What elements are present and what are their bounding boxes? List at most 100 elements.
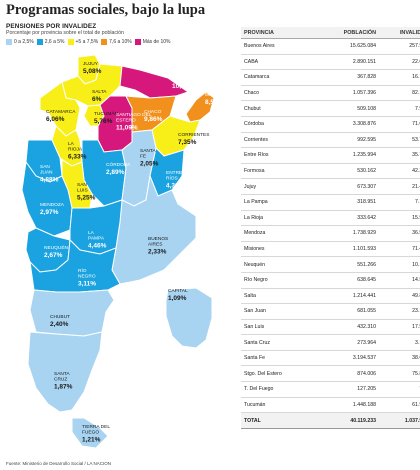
province-label: SANTA bbox=[140, 148, 156, 154]
cell-poblacion: 530.162 bbox=[321, 163, 379, 180]
province-shape bbox=[165, 287, 213, 349]
province-value-label: 3,11% bbox=[78, 281, 96, 288]
column-header-invalidez: INVALIDEZ bbox=[379, 27, 420, 39]
province-value-label: 6,33% bbox=[68, 154, 87, 161]
table-header-row: PROVINCIA POBLACIÓN INVALIDEZ bbox=[241, 27, 420, 39]
province-value-label: 5,08% bbox=[83, 68, 102, 75]
cell-invalidez: 61.907 bbox=[379, 397, 420, 414]
cell-provincia: La Rioja bbox=[241, 210, 321, 227]
province-label: CÓRDOBA bbox=[106, 161, 131, 168]
cell-provincia: Córdoba bbox=[241, 116, 321, 133]
province-label: CHACO bbox=[144, 109, 162, 115]
cell-provincia: Santa Fe bbox=[241, 350, 321, 367]
province-value-label: 11,09% bbox=[116, 125, 138, 132]
province-label: SAN bbox=[40, 164, 50, 170]
province-label: FORMOSA bbox=[172, 76, 197, 82]
map-subtitle: Porcentaje por provincia sobre el total … bbox=[6, 30, 124, 36]
cell-invalidez: 7.175 bbox=[379, 194, 420, 211]
cell-poblacion: 1.235.994 bbox=[321, 147, 379, 164]
cell-invalidez: 36.599 bbox=[379, 225, 420, 242]
cell-provincia: Santa Cruz bbox=[241, 334, 321, 351]
cell-provincia: Corrientes bbox=[241, 132, 321, 149]
column-header-poblacion: POBLACIÓN bbox=[321, 27, 379, 39]
map-title: PENSIONES POR INVALIDEZ bbox=[6, 23, 97, 30]
province-value-label: 2,40% bbox=[50, 321, 69, 328]
cell-provincia: Mendoza bbox=[241, 225, 321, 242]
legend-label: Más de 10% bbox=[142, 39, 171, 45]
cell-provincia: Tucumán bbox=[241, 397, 321, 414]
province-label: LA bbox=[68, 141, 75, 147]
cell-poblacion: 1.738.929 bbox=[321, 225, 379, 242]
table-body: Buenos Aires15.625.084257.963CABA2.890.1… bbox=[241, 38, 420, 429]
legend-label: 2,6 a 5% bbox=[44, 39, 65, 45]
cell-invalidez: 22.677 bbox=[379, 54, 420, 71]
cell-invalidez: 82.198 bbox=[379, 85, 420, 102]
cell-invalidez: 16.109 bbox=[379, 69, 420, 86]
province-label: RÍO bbox=[78, 267, 87, 274]
cell-invalidez: 727 bbox=[379, 381, 420, 398]
cell-poblacion: 681.055 bbox=[321, 303, 379, 320]
province-label: JUJUY bbox=[83, 61, 99, 67]
map-legend: 0 a 2,5% 2,6 a 5% +5 a 7,5% 7,6 a 10% Más de… bbox=[6, 39, 170, 45]
province-label: LUIS bbox=[77, 188, 88, 194]
cell-invalidez: 14.595 bbox=[379, 272, 420, 289]
province-value-label: 2,97% bbox=[40, 209, 59, 216]
province-label: AIRES bbox=[148, 242, 162, 248]
province-label: SALTA bbox=[92, 89, 107, 95]
province-label: CRUZ bbox=[54, 377, 67, 383]
province-value-label: 4,46% bbox=[88, 243, 107, 250]
cell-provincia: San Luis bbox=[241, 319, 321, 336]
province-value-label: 2,67% bbox=[44, 252, 63, 259]
cell-provincia: Formosa bbox=[241, 163, 321, 180]
cell-provincia: La Pampa bbox=[241, 194, 321, 211]
cell-provincia: Entre Ríos bbox=[241, 147, 321, 164]
legend-label: +5 a 7,5% bbox=[75, 39, 99, 45]
cell-provincia: Río Negro bbox=[241, 272, 321, 289]
province-label: BUENOS bbox=[148, 236, 168, 242]
province-value-label: 1,09% bbox=[168, 295, 187, 302]
cell-poblacion: 367.828 bbox=[321, 69, 379, 86]
province-value-label: 6,06% bbox=[46, 116, 65, 123]
column-header-provincia: PROVINCIA bbox=[241, 27, 321, 39]
province-shape bbox=[185, 91, 215, 123]
province-label: TIERRA DEL bbox=[82, 424, 110, 430]
province-value-label: 2,89% bbox=[106, 169, 125, 176]
legend-swatch bbox=[6, 39, 12, 45]
province-value-label: 1,87% bbox=[54, 384, 73, 391]
province-label: CATAMARCA bbox=[46, 109, 76, 115]
province-value-label: 7,35% bbox=[178, 139, 197, 146]
province-label: RIOJA bbox=[68, 147, 83, 153]
cell-poblacion: 2.890.151 bbox=[321, 54, 379, 71]
province-label: PAMPA bbox=[88, 236, 105, 242]
cell-poblacion: 432.310 bbox=[321, 319, 379, 336]
cell-invalidez: 10.122 bbox=[379, 256, 420, 273]
province-label: TUCUMÁN bbox=[94, 110, 119, 117]
legend-item: 2,6 a 5% bbox=[36, 39, 65, 45]
page-title: Programas sociales, bajo la lupa bbox=[6, 2, 206, 18]
province-label: MENDOZA bbox=[40, 202, 65, 208]
cell-invalidez: 71.610 bbox=[379, 116, 420, 133]
cell-provincia: Catamarca bbox=[241, 69, 321, 86]
province-label: NEUQUÉN bbox=[44, 244, 69, 251]
legend-item: 7,6 a 10% bbox=[101, 39, 132, 45]
cell-provincia: Salta bbox=[241, 288, 321, 305]
province-value-label: 4,30% bbox=[166, 183, 185, 190]
province-value-label: 5,25% bbox=[77, 195, 96, 202]
cell-invalidez: 49.808 bbox=[379, 288, 420, 305]
cell-provincia: Chaco bbox=[241, 85, 321, 102]
province-value-label: 4,88% bbox=[40, 177, 59, 184]
cell-poblacion: 638.645 bbox=[321, 272, 379, 289]
cell-invalidez: 71.408 bbox=[379, 241, 420, 258]
